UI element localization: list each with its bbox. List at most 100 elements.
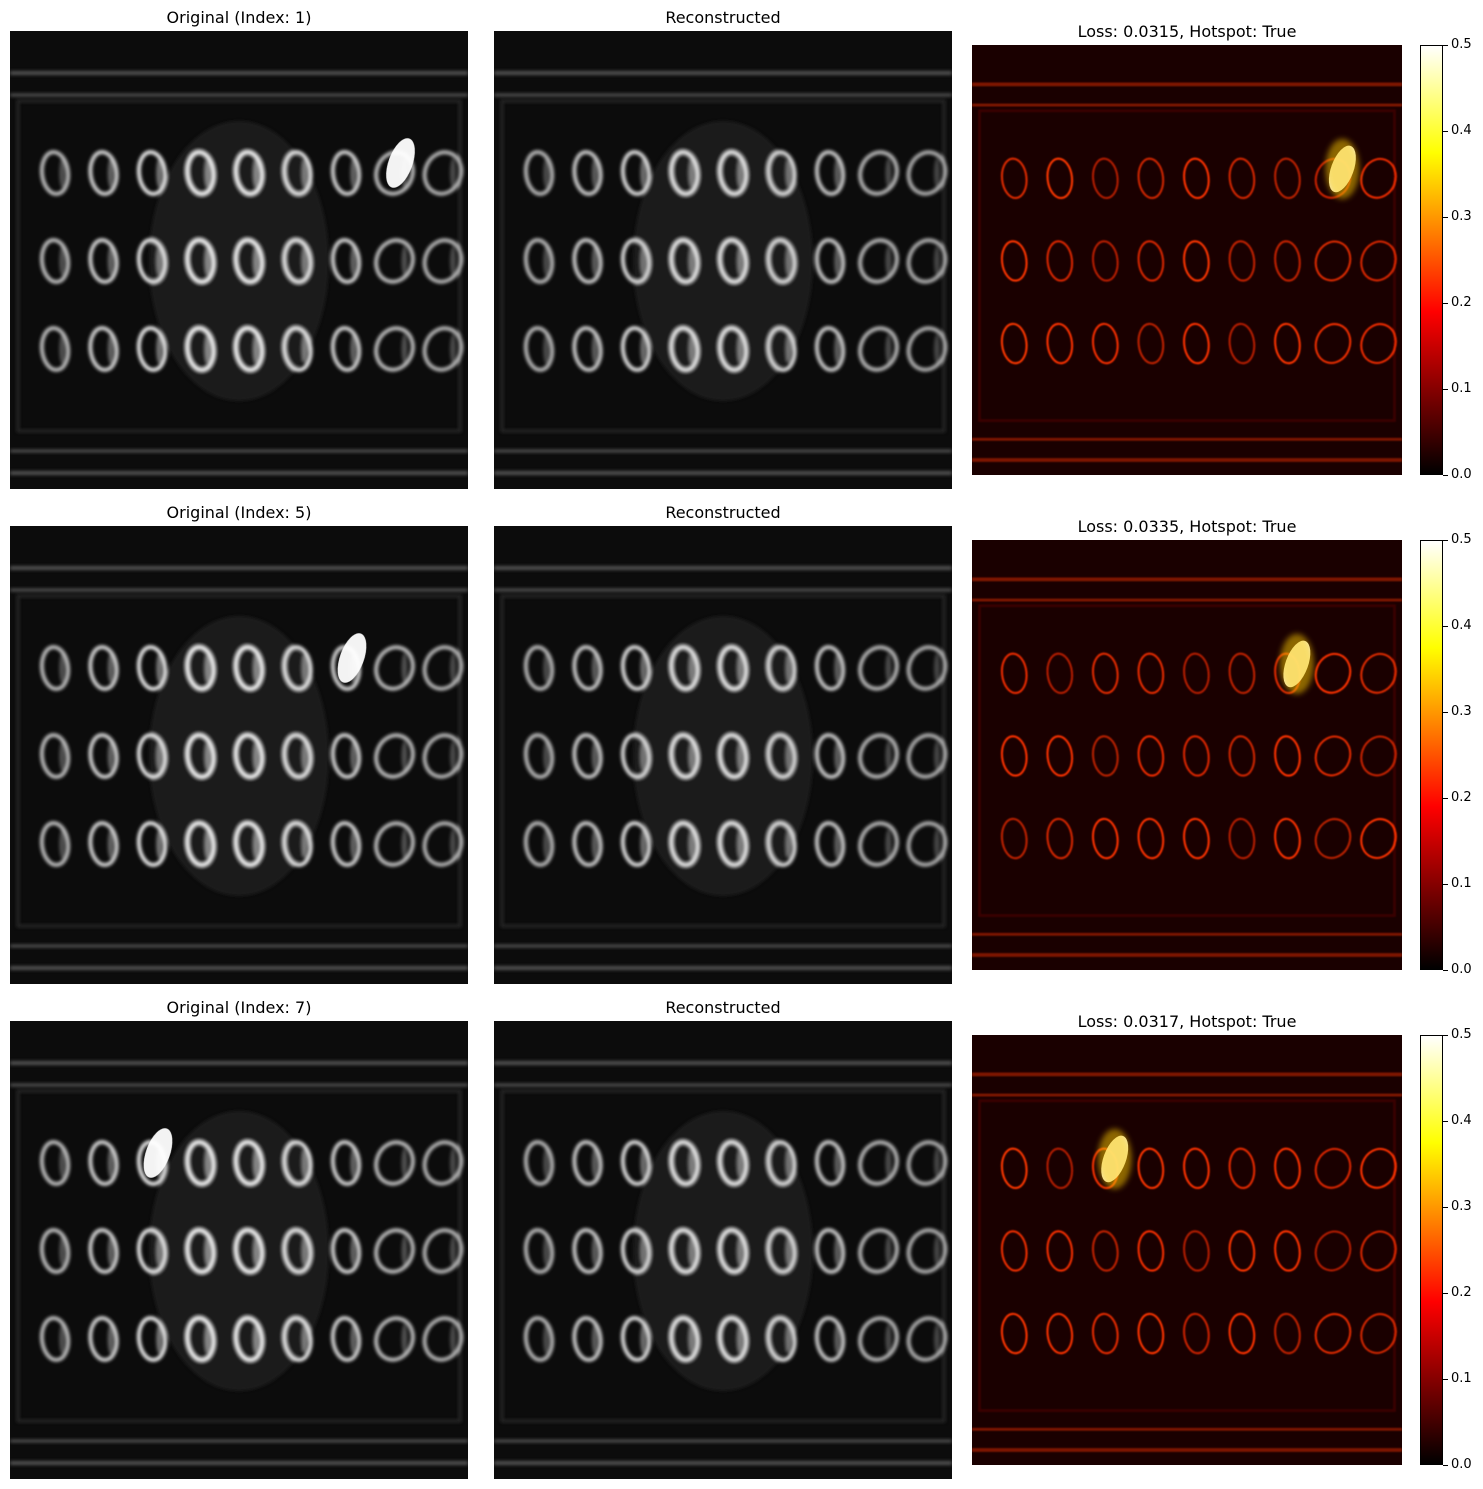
reconstructed-title-2: Reconstructed — [494, 503, 952, 523]
ring-highlight — [737, 1148, 743, 1177]
ring-highlight — [253, 246, 259, 275]
ring-highlight — [108, 829, 114, 858]
colorbar-tick — [1443, 712, 1448, 713]
ring-highlight — [737, 829, 743, 858]
ring-highlight — [450, 1236, 456, 1265]
ring-highlight — [205, 334, 211, 363]
ring-highlight — [401, 1236, 407, 1265]
colorbar-tick — [1443, 1379, 1448, 1380]
ring-highlight — [737, 158, 743, 187]
ring-highlight — [737, 246, 743, 275]
colorbar-3: 0.0 0.1 0.2 0.3 0.4 0.5 — [1420, 1035, 1443, 1469]
colorbar-tick — [1443, 970, 1448, 971]
ring-highlight — [834, 1148, 840, 1177]
ring-highlight — [786, 653, 792, 682]
ring-highlight — [885, 246, 891, 275]
ring-highlight — [108, 246, 114, 275]
ring-highlight — [401, 246, 407, 275]
colorbar-tick — [1443, 540, 1448, 541]
colorbar-2: 0.0 0.1 0.2 0.3 0.4 0.5 — [1420, 540, 1443, 974]
ring-highlight — [205, 1236, 211, 1265]
ring-highlight — [302, 158, 308, 187]
ring-highlight — [737, 741, 743, 770]
ring-highlight — [592, 1236, 598, 1265]
ring-highlight — [689, 1324, 695, 1353]
ring-highlight — [450, 246, 456, 275]
ring-highlight — [934, 741, 940, 770]
ring-highlight — [205, 653, 211, 682]
original-title-1: Original (Index: 1) — [10, 8, 468, 28]
ring-highlight — [450, 158, 456, 187]
ring-highlight — [885, 1324, 891, 1353]
ring-highlight — [543, 741, 549, 770]
ring-highlight — [640, 246, 646, 275]
reconstructed-image-3 — [494, 1021, 952, 1479]
colorbar-tick-label: 0.1 — [1451, 382, 1472, 396]
ring-highlight — [543, 246, 549, 275]
ring-highlight — [592, 741, 598, 770]
ring-highlight — [59, 158, 65, 187]
ring-highlight — [108, 1236, 114, 1265]
ring-highlight — [543, 829, 549, 858]
ring-highlight — [59, 1148, 65, 1177]
ring-highlight — [543, 1324, 549, 1353]
ring-highlight — [592, 829, 598, 858]
ring-highlight — [401, 653, 407, 682]
colorbar-tick-label: 0.5 — [1451, 533, 1472, 547]
ring-highlight — [302, 1324, 308, 1353]
original-title-2: Original (Index: 5) — [10, 503, 468, 523]
ring-highlight — [934, 829, 940, 858]
ring-highlight — [689, 829, 695, 858]
ring-highlight — [302, 1236, 308, 1265]
colorbar-tick-label: 0.5 — [1451, 38, 1472, 52]
ring-highlight — [350, 1236, 356, 1265]
colorbar-tick — [1443, 1465, 1448, 1466]
ring-highlight — [640, 1148, 646, 1177]
colorbar-tick-label: 0.4 — [1451, 619, 1472, 633]
ring-highlight — [350, 246, 356, 275]
ring-highlight — [592, 1324, 598, 1353]
original-title-3: Original (Index: 7) — [10, 998, 468, 1018]
ring-highlight — [401, 1148, 407, 1177]
ring-highlight — [302, 246, 308, 275]
ring-highlight — [543, 653, 549, 682]
ring-highlight — [401, 1324, 407, 1353]
colorbar-tick-label: 0.4 — [1451, 124, 1472, 138]
ring-highlight — [350, 158, 356, 187]
ring-highlight — [592, 246, 598, 275]
colorbar-tick — [1443, 303, 1448, 304]
ring-highlight — [108, 653, 114, 682]
ring-highlight — [156, 829, 162, 858]
colorbar-tick — [1443, 475, 1448, 476]
ring-highlight — [205, 1148, 211, 1177]
ring-highlight — [205, 829, 211, 858]
ring-highlight — [350, 741, 356, 770]
hotspot-glow — [1098, 1129, 1132, 1189]
ring-highlight — [205, 158, 211, 187]
ring-highlight — [450, 1148, 456, 1177]
colorbar-gradient — [1421, 541, 1443, 970]
ring-highlight — [834, 1324, 840, 1353]
colorbar-tick-label: 0.3 — [1451, 210, 1472, 224]
ring-highlight — [786, 1148, 792, 1177]
ring-highlight — [108, 1324, 114, 1353]
ring-highlight — [108, 158, 114, 187]
reconstructed-title-3: Reconstructed — [494, 998, 952, 1018]
colorbar-tick — [1443, 884, 1448, 885]
ring-highlight — [885, 1148, 891, 1177]
ring-highlight — [689, 1236, 695, 1265]
ring-highlight — [59, 1236, 65, 1265]
ring-highlight — [253, 741, 259, 770]
colorbar-tick-label: 0.2 — [1451, 791, 1472, 805]
ring-highlight — [592, 334, 598, 363]
ring-highlight — [543, 1236, 549, 1265]
ring-highlight — [689, 334, 695, 363]
ring-highlight — [737, 334, 743, 363]
ring-highlight — [108, 1148, 114, 1177]
ring-highlight — [885, 158, 891, 187]
ring-highlight — [885, 741, 891, 770]
colorbar-tick — [1443, 1121, 1448, 1122]
colorbar-tick — [1443, 1293, 1448, 1294]
ring-highlight — [834, 653, 840, 682]
ring-highlight — [834, 741, 840, 770]
